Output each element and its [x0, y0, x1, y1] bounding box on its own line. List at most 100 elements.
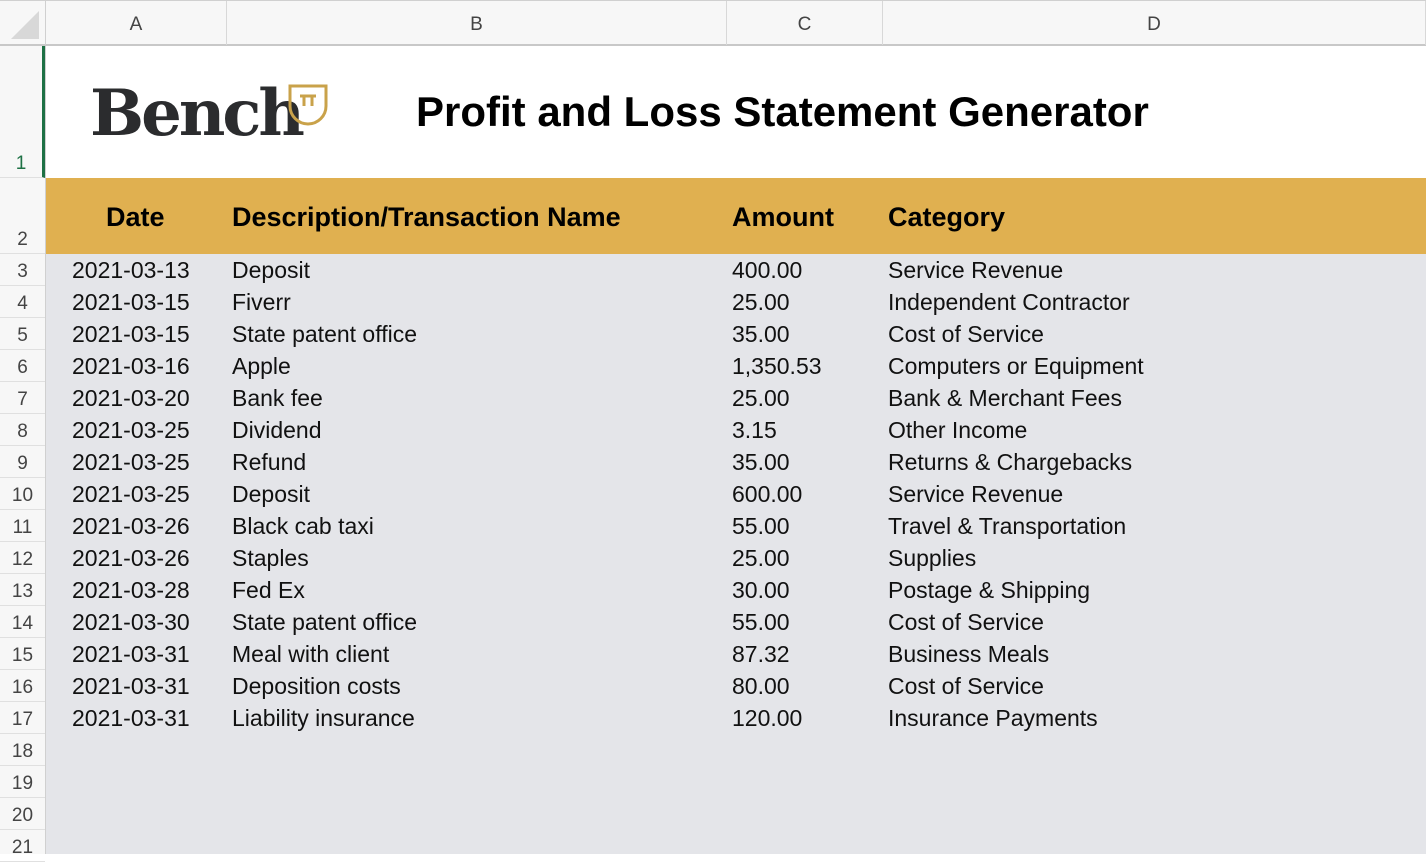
cell-amount[interactable]: 600.00: [732, 481, 803, 507]
cell-amount[interactable]: 80.00: [732, 673, 790, 699]
row-header-10[interactable]: 10: [0, 478, 45, 510]
cell-category[interactable]: Service Revenue: [888, 481, 1064, 507]
cell-category[interactable]: Supplies: [888, 545, 977, 571]
table-row: 2021-03-25 Refund 35.00 Returns & Chargebac…: [46, 446, 1426, 478]
cell-category[interactable]: Travel & Transportation: [888, 513, 1127, 539]
cell-description[interactable]: Black cab taxi: [232, 513, 374, 539]
cell-date[interactable]: 2021-03-15: [72, 321, 190, 347]
row-header-18[interactable]: 18: [0, 734, 45, 766]
row-header-21[interactable]: 21: [0, 830, 45, 862]
row-header-7[interactable]: 7: [0, 382, 45, 414]
cell-date[interactable]: 2021-03-26: [72, 513, 190, 539]
cell-category[interactable]: Cost of Service: [888, 673, 1044, 699]
cell-date[interactable]: 2021-03-31: [72, 673, 190, 699]
cell-amount[interactable]: 55.00: [732, 513, 790, 539]
cell-amount[interactable]: 400.00: [732, 257, 803, 283]
cell-category[interactable]: Business Meals: [888, 641, 1050, 667]
cell-date[interactable]: 2021-03-28: [72, 577, 190, 603]
page-title: Profit and Loss Statement Generator: [416, 88, 1149, 135]
table-row: 2021-03-31 Liability insurance 120.00 Insur…: [46, 702, 1426, 734]
title-row: Bench Profit and Loss Statement Generato…: [46, 46, 1426, 178]
row-header-11[interactable]: 11: [0, 510, 45, 542]
table-row: 2021-03-15 State patent office 35.00 Cost o…: [46, 318, 1426, 350]
row-header-14[interactable]: 14: [0, 606, 45, 638]
cell-amount[interactable]: 35.00: [732, 321, 790, 347]
cell-description[interactable]: Fiverr: [232, 289, 291, 315]
cell-date[interactable]: 2021-03-15: [72, 289, 190, 315]
cell-date[interactable]: 2021-03-31: [72, 641, 190, 667]
row-header-19[interactable]: 19: [0, 766, 45, 798]
cell-description[interactable]: Refund: [232, 449, 307, 475]
cell-description[interactable]: Meal with client: [232, 641, 390, 667]
cell-category[interactable]: Insurance Payments: [888, 705, 1098, 731]
cell-amount[interactable]: 1,350.53: [732, 353, 822, 379]
table-row: 2021-03-20 Bank fee 25.00 Bank & Merchant F…: [46, 382, 1426, 414]
cell-amount[interactable]: 30.00: [732, 577, 790, 603]
row-header-8[interactable]: 8: [0, 414, 45, 446]
cell-amount[interactable]: 35.00: [732, 449, 790, 475]
cell-description[interactable]: Bank fee: [232, 385, 323, 411]
table-row: 2021-03-28 Fed Ex 30.00 Postage & Shipping: [46, 574, 1426, 606]
cell-date[interactable]: 2021-03-30: [72, 609, 190, 635]
cell-category[interactable]: Cost of Service: [888, 609, 1044, 635]
cell-description[interactable]: Liability insurance: [232, 705, 415, 731]
cell-description[interactable]: State patent office: [232, 609, 417, 635]
cell-description[interactable]: Apple: [232, 353, 291, 379]
row-header-20[interactable]: 20: [0, 798, 45, 830]
cell-description[interactable]: Deposition costs: [232, 673, 401, 699]
table-row: 2021-03-25 Dividend 3.15 Other Income: [46, 414, 1426, 446]
cell-category[interactable]: Cost of Service: [888, 321, 1044, 347]
header-date: Date: [106, 202, 165, 232]
sheet-grid[interactable]: Bench Profit and Loss Statement Generato…: [46, 46, 1426, 854]
cell-date[interactable]: 2021-03-26: [72, 545, 190, 571]
row-header-17[interactable]: 17: [0, 702, 45, 734]
cell-amount[interactable]: 55.00: [732, 609, 790, 635]
row-header-6[interactable]: 6: [0, 350, 45, 382]
column-header-c[interactable]: C: [727, 1, 883, 45]
row-header-1[interactable]: 1: [0, 46, 45, 178]
cell-amount[interactable]: 87.32: [732, 641, 790, 667]
row-header-9[interactable]: 9: [0, 446, 45, 478]
cell-amount[interactable]: 120.00: [732, 705, 803, 731]
cell-category[interactable]: Service Revenue: [888, 257, 1064, 283]
column-header-b[interactable]: B: [227, 1, 727, 45]
column-header-d[interactable]: D: [883, 1, 1426, 45]
cell-category[interactable]: Returns & Chargebacks: [888, 449, 1133, 475]
select-all-button[interactable]: [0, 1, 46, 45]
cell-description[interactable]: Deposit: [232, 481, 310, 507]
cell-amount[interactable]: 3.15: [732, 417, 777, 443]
cell-category[interactable]: Computers or Equipment: [888, 353, 1144, 379]
table-row: 2021-03-26 Black cab taxi 55.00 Travel & Tr…: [46, 510, 1426, 542]
cell-amount[interactable]: 25.00: [732, 545, 790, 571]
cell-date[interactable]: 2021-03-25: [72, 417, 190, 443]
table-row: 2021-03-16 Apple 1,350.53 Computers or Equi…: [46, 350, 1426, 382]
cell-date[interactable]: 2021-03-20: [72, 385, 190, 411]
row-header-2[interactable]: 2: [0, 178, 45, 254]
row-header-5[interactable]: 5: [0, 318, 45, 350]
row-header-16[interactable]: 16: [0, 670, 45, 702]
row-header-13[interactable]: 13: [0, 574, 45, 606]
cell-category[interactable]: Bank & Merchant Fees: [888, 385, 1122, 411]
row-header-15[interactable]: 15: [0, 638, 45, 670]
cell-date[interactable]: 2021-03-16: [72, 353, 190, 379]
cell-description[interactable]: State patent office: [232, 321, 417, 347]
row-header-4[interactable]: 4: [0, 286, 45, 318]
cell-description[interactable]: Dividend: [232, 417, 322, 443]
cell-date[interactable]: 2021-03-25: [72, 449, 190, 475]
table-row: 2021-03-13 Deposit 400.00 Service Revenue: [46, 254, 1426, 286]
cell-description[interactable]: Staples: [232, 545, 309, 571]
cell-category[interactable]: Other Income: [888, 417, 1028, 443]
cell-category[interactable]: Postage & Shipping: [888, 577, 1091, 603]
cell-amount[interactable]: 25.00: [732, 289, 790, 315]
cell-category[interactable]: Independent Contractor: [888, 289, 1130, 315]
cell-date[interactable]: 2021-03-31: [72, 705, 190, 731]
column-header-a[interactable]: A: [46, 1, 227, 45]
cell-date[interactable]: 2021-03-13: [72, 257, 190, 283]
table-row: 2021-03-31 Deposition costs 80.00 Cost of S…: [46, 670, 1426, 702]
cell-amount[interactable]: 25.00: [732, 385, 790, 411]
row-header-12[interactable]: 12: [0, 542, 45, 574]
cell-description[interactable]: Fed Ex: [232, 577, 305, 603]
cell-date[interactable]: 2021-03-25: [72, 481, 190, 507]
cell-description[interactable]: Deposit: [232, 257, 310, 283]
row-header-3[interactable]: 3: [0, 254, 45, 286]
